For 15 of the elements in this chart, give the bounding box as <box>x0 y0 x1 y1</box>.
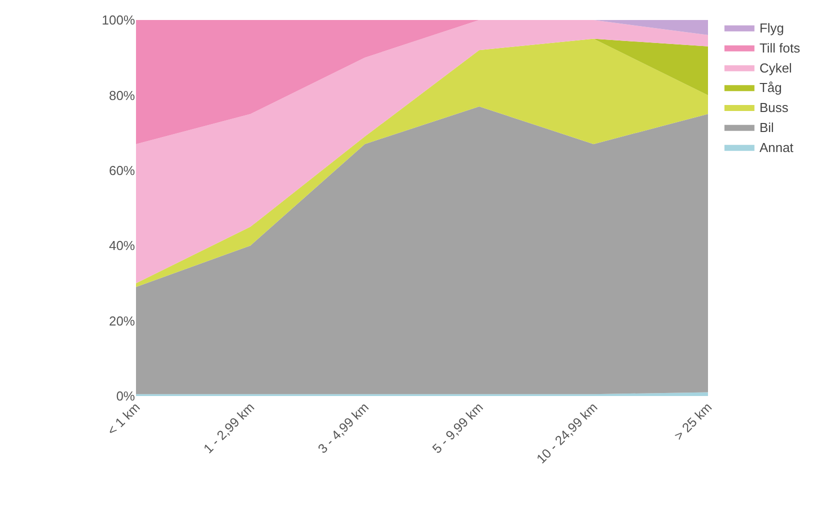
y-tick-label: 80% <box>108 88 136 103</box>
legend-label: Annat <box>759 140 794 155</box>
x-tick-label: 3 - 4,99 km <box>314 400 372 456</box>
legend-label: Bil <box>759 120 774 135</box>
legend-label: Tåg <box>759 80 782 96</box>
y-tick-label: 100% <box>102 12 136 28</box>
legend-label: Till fots <box>759 40 801 56</box>
legend-label: Flyg <box>759 20 784 36</box>
legend-label: Cykel <box>759 60 792 76</box>
x-tick-label: 5 - 9,99 km <box>429 400 486 456</box>
y-tick-label: 40% <box>108 238 136 254</box>
x-tick-label: > 25 km <box>671 400 715 444</box>
legend-label: Buss <box>759 100 789 116</box>
y-tick-label: 60% <box>108 162 136 178</box>
y-tick-label: 20% <box>108 313 136 328</box>
